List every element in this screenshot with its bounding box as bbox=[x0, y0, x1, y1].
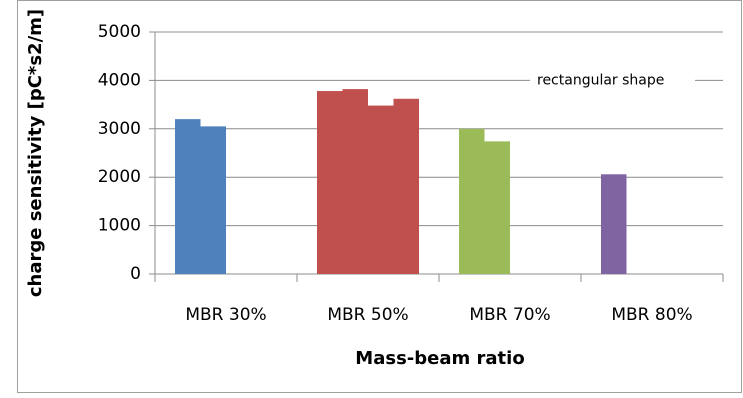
y-tick-label: 0 bbox=[130, 264, 141, 284]
x-tick-label: MBR 30% bbox=[185, 305, 266, 325]
y-tick-label: 1000 bbox=[98, 216, 141, 236]
x-tick-label: MBR 70% bbox=[469, 305, 550, 325]
bar bbox=[484, 141, 510, 274]
bar bbox=[393, 98, 419, 275]
chart-border bbox=[17, 0, 742, 393]
y-tick-label: 2000 bbox=[98, 167, 141, 187]
y-tick-label: 4000 bbox=[98, 70, 141, 90]
bar bbox=[200, 126, 226, 274]
annotation-bg bbox=[530, 70, 695, 91]
bar bbox=[317, 91, 343, 274]
x-axis-title: Mass-beam ratio bbox=[355, 348, 524, 369]
x-tick-label: MBR 80% bbox=[611, 305, 692, 325]
bar bbox=[342, 89, 368, 274]
y-tick-label: 5000 bbox=[98, 22, 141, 42]
annotation: rectangular shape bbox=[537, 72, 664, 88]
x-tick-label: MBR 50% bbox=[327, 305, 408, 325]
y-axis-title: charge sensitivity [pC*s2/m] bbox=[25, 9, 46, 297]
y-tick-label: 3000 bbox=[98, 119, 141, 139]
bar bbox=[459, 128, 485, 274]
bar bbox=[175, 119, 201, 275]
bar bbox=[368, 105, 394, 275]
bar bbox=[601, 174, 627, 274]
